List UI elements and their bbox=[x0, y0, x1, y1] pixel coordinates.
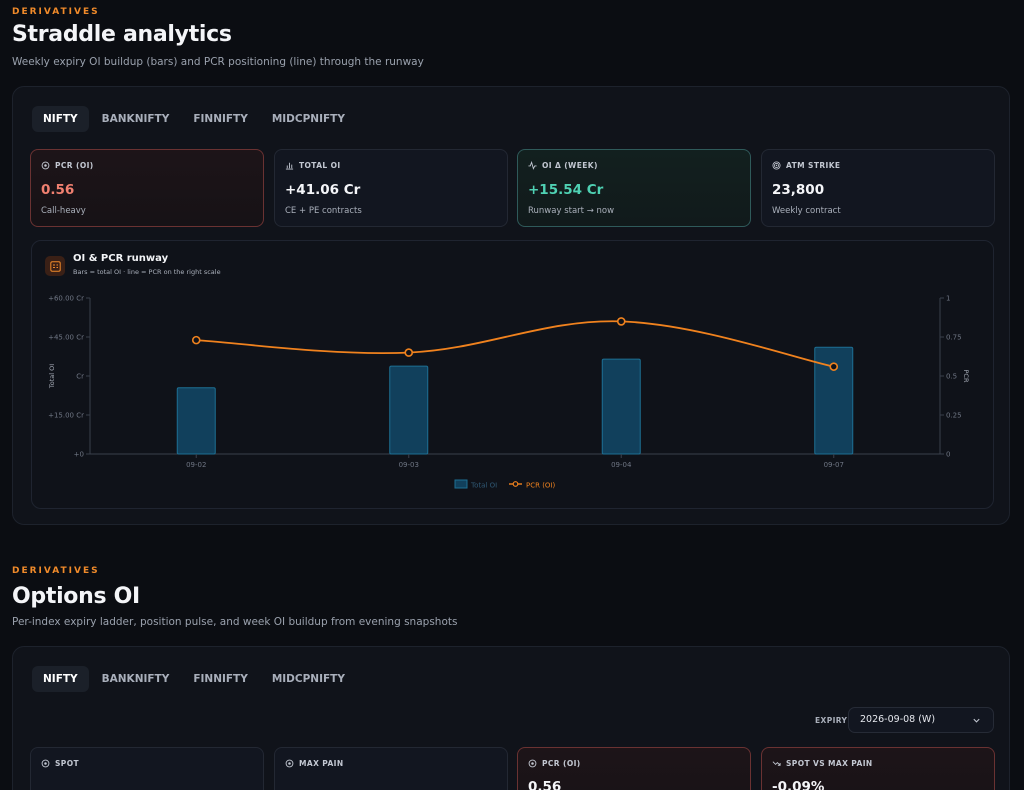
pcr-point bbox=[404, 348, 414, 357]
card-label: PCR (OI) bbox=[55, 161, 94, 170]
max-pain-card: MAX PAIN bbox=[274, 747, 508, 790]
oi-delta-card: OI Δ (WEEK) +15.54 Cr Runway start → now bbox=[517, 149, 751, 227]
card-note: CE + PE contracts bbox=[285, 206, 362, 216]
section-eyebrow: DERIVATIVES bbox=[12, 7, 100, 17]
tab-nifty[interactable]: NIFTY bbox=[32, 106, 89, 132]
pcr-point bbox=[616, 317, 626, 326]
section-title: Options OI bbox=[12, 584, 140, 609]
y2-tick-label: 1 bbox=[946, 295, 950, 303]
gauge-icon bbox=[285, 759, 294, 768]
y-tick-label: +45.00 Cr bbox=[48, 334, 84, 342]
pcr-point bbox=[829, 362, 839, 371]
card-value: 0.56 bbox=[528, 779, 562, 790]
card-value: 0.56 bbox=[41, 182, 75, 198]
expiry-value: 2026-09-08 (W) bbox=[860, 714, 936, 725]
card-note: Runway start → now bbox=[528, 206, 615, 216]
pcr-card: PCR (OI) 0.56 Call-heavy bbox=[30, 149, 264, 227]
card-label: SPOT VS MAX PAIN bbox=[786, 759, 873, 768]
spot-vs-max-pain-card: SPOT VS MAX PAIN -0.09% bbox=[761, 747, 995, 790]
list-chart-icon bbox=[49, 260, 61, 272]
x-tick-label: 09-07 bbox=[824, 461, 844, 469]
section-eyebrow: DERIVATIVES bbox=[12, 566, 100, 576]
page-subtitle: Weekly expiry OI buildup (bars) and PCR … bbox=[12, 56, 424, 68]
page-title: Straddle analytics bbox=[12, 22, 232, 47]
y-tick-label: +0 bbox=[74, 451, 84, 459]
y2-tick-label: 0.25 bbox=[946, 412, 962, 420]
card-value: -0.09% bbox=[772, 779, 825, 790]
y-tick-label: Cr bbox=[76, 373, 84, 381]
gauge-icon bbox=[528, 759, 537, 768]
card-value: 23,800 bbox=[772, 182, 825, 198]
y-tick-label: +15.00 Cr bbox=[48, 412, 84, 420]
oi-pcr-chart-card: OI & PCR runway Bars = total OI · line =… bbox=[31, 240, 994, 509]
y2-tick-label: 0.5 bbox=[946, 373, 957, 381]
card-label: PCR (OI) bbox=[542, 759, 581, 768]
card-note: Weekly contract bbox=[772, 206, 841, 216]
tab-midcpnifty[interactable]: MIDCPNIFTY bbox=[271, 113, 345, 125]
legend-swatch-bar bbox=[454, 479, 468, 489]
tab-banknifty[interactable]: BANKNIFTY bbox=[101, 113, 170, 125]
pcr-card: PCR (OI) 0.56 bbox=[517, 747, 751, 790]
target-icon bbox=[772, 161, 781, 170]
options-oi-panel: NIFTY BANKNIFTY FINNIFTY MIDCPNIFTY EXPI… bbox=[12, 646, 1010, 790]
spot-card: SPOT bbox=[30, 747, 264, 790]
x-tick-label: 09-04 bbox=[611, 461, 632, 469]
legend-label-pcr: PCR (OI) bbox=[526, 482, 556, 490]
y-axis-label: Total OI bbox=[48, 364, 56, 389]
card-label: OI Δ (WEEK) bbox=[542, 161, 598, 170]
pcr-point bbox=[191, 335, 201, 345]
y2-tick-label: 0.75 bbox=[946, 334, 962, 342]
tab-banknifty[interactable]: BANKNIFTY bbox=[101, 673, 170, 685]
oi-pcr-chart: +0 +15.00 Cr Cr +45.00 Cr +60.00 Cr 0 0.25 0.5 0… bbox=[48, 295, 970, 490]
pcr-line bbox=[196, 320, 834, 368]
chart-badge bbox=[45, 256, 65, 276]
card-note: Call-heavy bbox=[41, 206, 86, 216]
bar bbox=[389, 365, 429, 455]
chevron-down-icon bbox=[973, 718, 980, 723]
y2-tick-label: 0 bbox=[946, 451, 950, 459]
legend-swatch-point bbox=[512, 481, 519, 487]
tab-finnifty[interactable]: FINNIFTY bbox=[193, 113, 248, 125]
bar-chart-icon bbox=[285, 162, 294, 170]
bar bbox=[601, 358, 641, 455]
expiry-select[interactable]: 2026-09-08 (W) bbox=[848, 707, 994, 733]
card-label: ATM STRIKE bbox=[786, 161, 841, 170]
bar bbox=[176, 387, 216, 455]
expiry-label: EXPIRY bbox=[815, 716, 848, 725]
atm-strike-card: ATM STRIKE 23,800 Weekly contract bbox=[761, 149, 995, 227]
total-oi-card: TOTAL OI +41.06 Cr CE + PE contracts bbox=[274, 149, 508, 227]
tab-nifty[interactable]: NIFTY bbox=[32, 666, 89, 692]
chart-subtitle: Bars = total OI · line = PCR on the righ… bbox=[73, 268, 221, 276]
straddle-panel: NIFTY BANKNIFTY FINNIFTY MIDCPNIFTY PCR … bbox=[12, 86, 1010, 525]
tab-finnifty[interactable]: FINNIFTY bbox=[193, 673, 248, 685]
index-tabs: NIFTY BANKNIFTY FINNIFTY MIDCPNIFTY bbox=[32, 106, 356, 132]
card-label: MAX PAIN bbox=[299, 759, 344, 768]
card-label: TOTAL OI bbox=[299, 161, 341, 170]
section-subtitle: Per-index expiry ladder, position pulse,… bbox=[12, 616, 458, 628]
index-tabs: NIFTY BANKNIFTY FINNIFTY MIDCPNIFTY bbox=[32, 666, 356, 692]
trend-down-icon bbox=[772, 761, 781, 766]
card-value: +15.54 Cr bbox=[528, 182, 604, 198]
x-tick-label: 09-03 bbox=[399, 461, 419, 469]
gauge-icon bbox=[41, 759, 50, 768]
card-value: +41.06 Cr bbox=[285, 182, 361, 198]
activity-icon bbox=[528, 161, 537, 170]
y-tick-label: +60.00 Cr bbox=[48, 295, 84, 303]
tab-midcpnifty[interactable]: MIDCPNIFTY bbox=[271, 673, 345, 685]
y2-axis-label: PCR bbox=[962, 370, 970, 383]
chart-title: OI & PCR runway bbox=[73, 253, 169, 264]
legend-label-total-oi: Total OI bbox=[470, 482, 497, 490]
gauge-icon bbox=[41, 161, 50, 170]
card-label: SPOT bbox=[55, 759, 79, 768]
x-tick-label: 09-02 bbox=[186, 461, 206, 469]
